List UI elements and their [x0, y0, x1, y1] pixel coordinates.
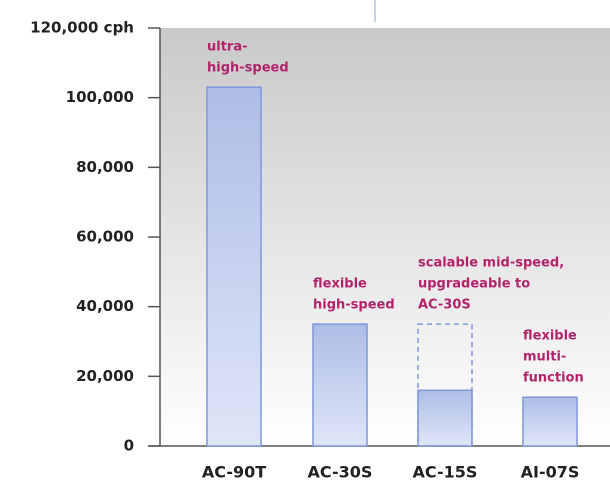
bar	[417, 389, 473, 447]
annotation: high-speed	[207, 61, 289, 76]
x-tick-label: AC-30S	[308, 463, 373, 482]
annotation: multi-	[523, 350, 566, 365]
y-tick-label: 80,000	[76, 158, 134, 176]
annotation: function	[523, 371, 584, 386]
annotation: scalable mid-speed,	[418, 256, 564, 271]
bar	[312, 323, 368, 447]
annotation: flexible	[523, 329, 577, 344]
y-tick-label: 20,000	[76, 367, 134, 385]
annotation: flexible	[313, 277, 367, 292]
bar	[206, 86, 262, 447]
annotation: AC-30S	[418, 298, 471, 313]
x-tick-label: AC-90T	[202, 463, 266, 482]
y-tick-label: 40,000	[76, 297, 134, 315]
y-tick-label: 120,000 cph	[30, 19, 134, 37]
bar	[522, 396, 578, 447]
annotation: high-speed	[313, 298, 395, 313]
x-tick-label: AC-15S	[413, 463, 478, 482]
annotation: upgradeable to	[418, 277, 530, 292]
annotation: ultra-	[207, 40, 248, 55]
upgrade-outline	[417, 323, 473, 447]
y-tick-label: 60,000	[76, 228, 134, 246]
y-tick-label: 0	[124, 437, 134, 455]
y-tick-label: 100,000	[66, 88, 134, 106]
x-tick-label: AI-07S	[521, 463, 580, 482]
